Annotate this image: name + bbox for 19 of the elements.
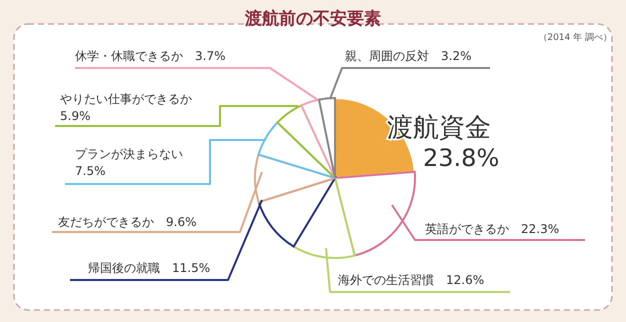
data-label: 12.6% — [446, 273, 484, 287]
slice-label: 帰国後の就職 — [88, 261, 160, 275]
data-label: 3.7% — [195, 49, 226, 63]
data-label: 3.2% — [441, 49, 472, 63]
data-label: 11.5% — [172, 261, 210, 275]
data-label: 22.3% — [521, 222, 560, 236]
data-label: 23.8% — [423, 144, 500, 172]
slice-label: 休学・休職できるか — [75, 49, 183, 63]
slice-label: プランが決まらない — [75, 147, 183, 161]
text: （2014 年 調べ） — [538, 32, 612, 43]
data-label: 7.5% — [75, 164, 106, 178]
data-label: 9.6% — [166, 215, 196, 229]
data-label: 5.9% — [60, 109, 90, 123]
slice-label: 親、周囲の反対 — [345, 49, 429, 63]
slice-label: 英語ができるか — [425, 222, 509, 236]
slice-label: やりたい仕事ができるか — [60, 92, 192, 106]
chart-title: 渡航前の不安要素 — [244, 9, 381, 29]
slice-label: 友だちができるか — [58, 215, 154, 229]
slice-label: 海外での生活習慣 — [338, 273, 434, 287]
